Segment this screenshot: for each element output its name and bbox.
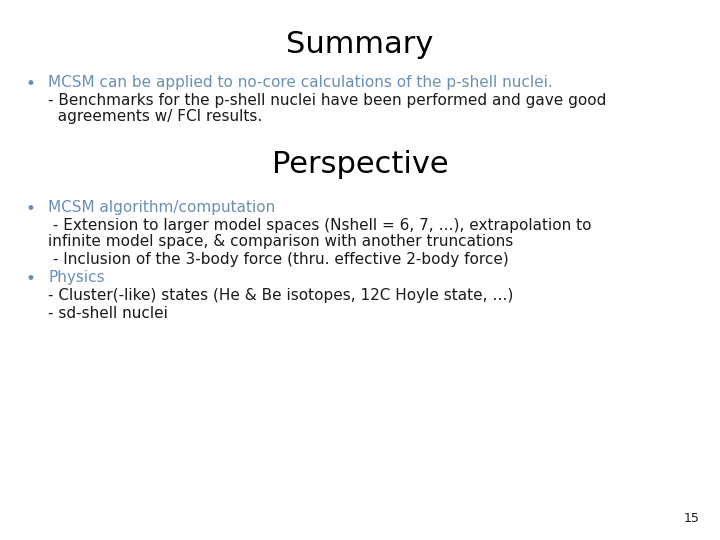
Text: •: • [25,75,35,93]
Text: MCSM can be applied to no-core calculations of the p-shell nuclei.: MCSM can be applied to no-core calculati… [48,75,553,90]
Text: infinite model space, & comparison with another truncations: infinite model space, & comparison with … [48,234,513,249]
Text: MCSM algorithm/computation: MCSM algorithm/computation [48,200,275,215]
Text: - sd-shell nuclei: - sd-shell nuclei [48,306,168,321]
Text: Physics: Physics [48,270,104,285]
Text: - Benchmarks for the p-shell nuclei have been performed and gave good: - Benchmarks for the p-shell nuclei have… [48,93,606,108]
Text: - Cluster(-like) states (He & Be isotopes, 12C Hoyle state, …): - Cluster(-like) states (He & Be isotope… [48,288,513,303]
Text: •: • [25,200,35,218]
Text: - Inclusion of the 3-body force (thru. effective 2-body force): - Inclusion of the 3-body force (thru. e… [48,252,509,267]
Text: Perspective: Perspective [271,150,449,179]
Text: 15: 15 [684,512,700,525]
Text: Summary: Summary [287,30,433,59]
Text: •: • [25,270,35,288]
Text: - Extension to larger model spaces (Nshell = 6, 7, …), extrapolation to: - Extension to larger model spaces (Nshe… [48,218,592,233]
Text: agreements w/ FCI results.: agreements w/ FCI results. [48,109,262,124]
